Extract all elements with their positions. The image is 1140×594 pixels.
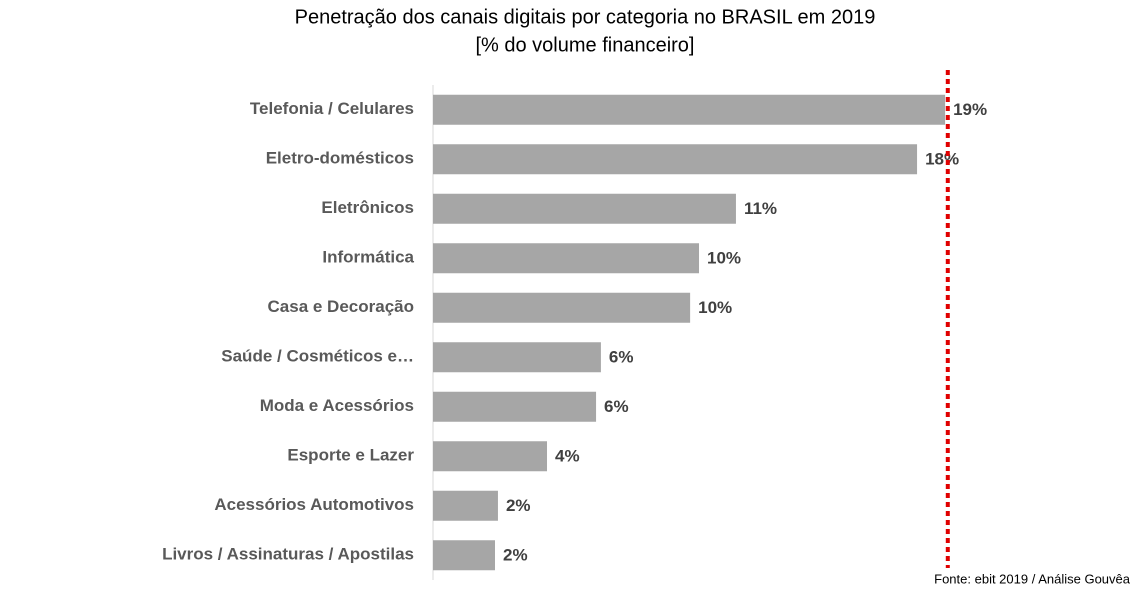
value-label: 6%	[604, 397, 629, 416]
category-label: Esporte e Lazer	[287, 446, 414, 465]
category-label: Acessórios Automotivos	[214, 495, 414, 514]
bar	[433, 490, 498, 521]
value-label: 11%	[744, 199, 777, 218]
category-label: Eletrônicos	[321, 198, 414, 217]
category-label: Informática	[322, 248, 414, 267]
chart-title: Penetração dos canais digitais por categ…	[295, 6, 876, 28]
value-label: 10%	[698, 298, 732, 317]
category-label: Casa e Decoração	[268, 297, 414, 316]
bar	[433, 342, 601, 373]
bar	[433, 243, 700, 274]
chart-subtitle: [% do volume financeiro]	[475, 34, 694, 56]
bar	[433, 391, 597, 422]
category-label: Moda e Acessórios	[260, 396, 414, 415]
category-label: Telefonia / Celulares	[250, 99, 414, 118]
bar	[433, 292, 691, 323]
bar	[433, 441, 548, 472]
bar	[433, 540, 495, 571]
source-note: Fonte: ebit 2019 / Análise Gouvêa	[934, 571, 1131, 586]
value-label: 2%	[506, 496, 531, 515]
value-label: 4%	[555, 447, 580, 466]
bar	[433, 193, 736, 224]
category-label: Eletro-domésticos	[266, 149, 414, 168]
value-label: 18%	[925, 150, 959, 169]
value-label: 2%	[503, 546, 528, 565]
value-label: 6%	[609, 348, 634, 367]
category-label: Livros / Assinaturas / Apostilas	[162, 545, 414, 564]
bar	[433, 144, 918, 175]
bar	[433, 94, 946, 125]
value-label: 19%	[953, 100, 987, 119]
value-label: 10%	[707, 249, 741, 268]
category-label: Saúde / Cosméticos e…	[221, 347, 414, 366]
